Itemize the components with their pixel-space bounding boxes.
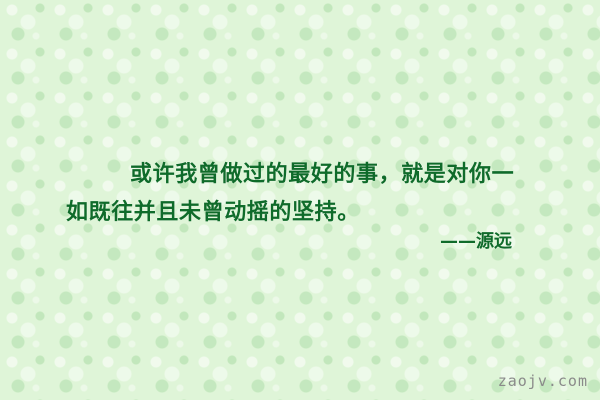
quote-line-1: 或许我曾做过的最好的事，就是对你一 — [130, 162, 515, 187]
site-watermark: zaojv.com — [497, 372, 588, 390]
quote-text: 或许我曾做过的最好的事，就是对你一 如既往并且未曾动摇的坚持。 — [66, 156, 550, 232]
quote-attribution: ——源远 — [440, 231, 512, 252]
quote-line-2: 如既往并且未曾动摇的坚持。 — [66, 200, 360, 225]
